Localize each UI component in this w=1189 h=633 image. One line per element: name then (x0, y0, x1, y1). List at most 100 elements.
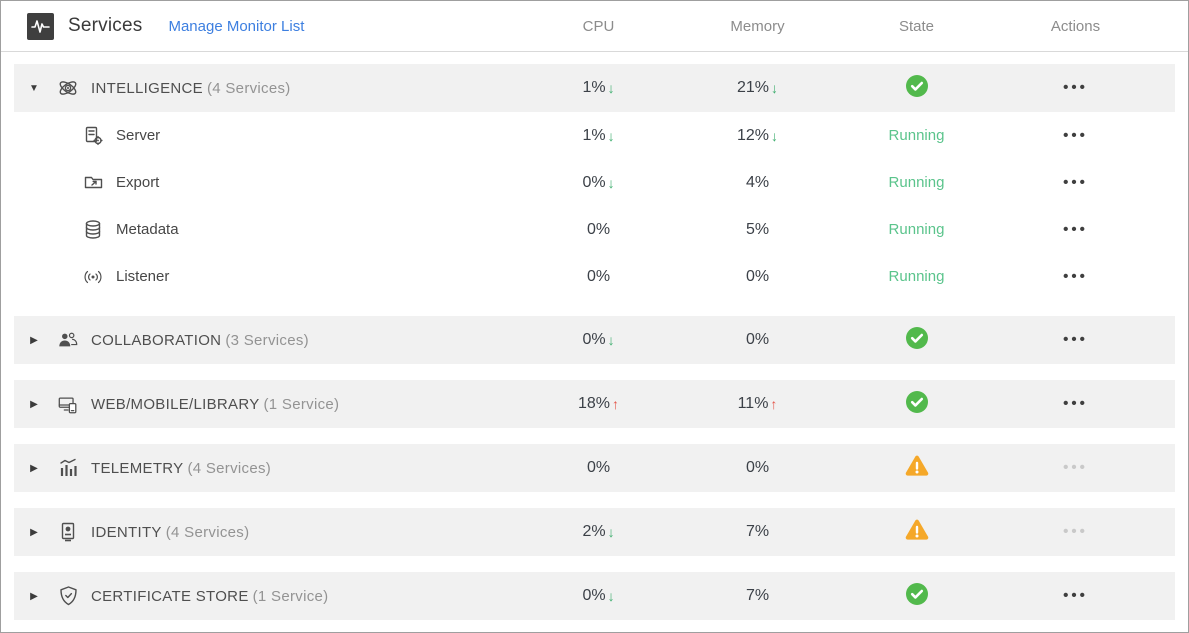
group-label: CERTIFICATE STORE (1 Service) (91, 587, 329, 605)
service-name-cell: Metadata (14, 219, 519, 241)
cpu-cell: 0% ↓ (519, 587, 678, 605)
group-label: IDENTITY (4 Services) (91, 523, 250, 541)
actions-cell: ••• (996, 79, 1155, 97)
service-row-metadata[interactable]: Metadata 0% 5% Running ••• (14, 206, 1175, 253)
cpu-cell: 2% ↓ (519, 523, 678, 541)
expand-chevron-icon[interactable]: ▶ (30, 462, 38, 474)
group-name-cell: ▶ COLLABORATION (3 Services) (14, 329, 519, 351)
memory-cell: 7% (678, 587, 837, 605)
group-count: (1 Service) (263, 395, 340, 413)
header-left: Services Manage Monitor List (14, 12, 519, 40)
state-ok-icon (905, 326, 929, 355)
state-running-label: Running (888, 220, 945, 238)
group-label: INTELLIGENCE (4 Services) (91, 79, 291, 97)
actions-cell: ••• (996, 459, 1155, 477)
column-header-actions: Actions (1050, 17, 1101, 35)
group-row-collaboration[interactable]: ▶ COLLABORATION (3 Services) 0% ↓ 0% ••• (14, 316, 1175, 364)
trend-down-icon: ↓ (771, 127, 779, 144)
service-label: Server (116, 127, 161, 144)
actions-menu-icon[interactable]: ••• (1063, 331, 1088, 348)
group-count: (4 Services) (187, 459, 272, 477)
group-label: TELEMETRY (4 Services) (91, 459, 272, 477)
group-row-identity[interactable]: ▶ IDENTITY (4 Services) 2% ↓ 7% ••• (14, 508, 1175, 556)
actions-menu-icon[interactable]: ••• (1063, 220, 1088, 238)
memory-cell: 0% (678, 331, 837, 349)
group-name-cell: ▶ TELEMETRY (4 Services) (14, 457, 519, 479)
state-cell (837, 326, 996, 355)
cpu-value: 0% (586, 267, 611, 285)
trend-down-icon: ↓ (607, 524, 615, 540)
memory-value: 5% (745, 220, 770, 238)
service-name-cell: Listener (14, 266, 519, 288)
activity-pulse-icon (27, 12, 54, 40)
cpu-cell: 18% ↑ (519, 395, 678, 413)
group-row-certificate-store[interactable]: ▶ CERTIFICATE STORE (1 Service) 0% ↓ 7% ••• (14, 572, 1175, 620)
trend-up-icon: ↑ (612, 396, 620, 412)
group-name-cell: ▶ CERTIFICATE STORE (1 Service) (14, 585, 519, 607)
actions-menu-icon[interactable]: ••• (1063, 79, 1088, 96)
state-ok-icon (905, 582, 929, 611)
expand-chevron-icon[interactable]: ▶ (30, 334, 38, 346)
trend-down-icon: ↓ (607, 174, 615, 191)
memory-cell: 5% (678, 221, 837, 239)
manage-monitor-list-link[interactable]: Manage Monitor List (168, 17, 305, 35)
actions-menu-icon[interactable]: ••• (1063, 395, 1088, 412)
memory-cell: 21% ↓ (678, 79, 837, 97)
trend-down-icon: ↓ (771, 80, 779, 96)
state-cell (837, 518, 996, 547)
group-label: COLLABORATION (3 Services) (91, 331, 309, 349)
id-card-icon (57, 521, 79, 543)
state-cell: Running (837, 174, 996, 192)
state-running-label: Running (888, 173, 945, 191)
actions-menu-icon[interactable]: ••• (1063, 267, 1088, 285)
column-header-state: State (898, 17, 935, 35)
export-folder-icon (82, 172, 104, 194)
actions-menu-icon[interactable]: ••• (1063, 587, 1088, 604)
group-count: (4 Services) (165, 523, 250, 541)
panel-header: Services Manage Monitor List CPU Memory … (1, 1, 1188, 52)
group-row-intelligence[interactable]: ▼ INTELLIGENCE (4 Services) 1% ↓ 21% ↓ ••• (14, 64, 1175, 112)
service-row-listener[interactable]: Listener 0% 0% Running ••• (14, 253, 1175, 300)
memory-value: 4% (745, 173, 770, 191)
group-name-cell: ▶ WEB/MOBILE/LIBRARY (1 Service) (14, 393, 519, 415)
memory-value: 0% (745, 267, 770, 285)
devices-icon (57, 393, 79, 415)
expand-chevron-icon[interactable]: ▶ (30, 526, 38, 538)
group-label: WEB/MOBILE/LIBRARY (1 Service) (91, 395, 340, 413)
expand-chevron-icon[interactable]: ▶ (30, 590, 38, 602)
memory-value: 12% (736, 126, 770, 144)
service-row-server[interactable]: Server 1% ↓ 12% ↓ Running ••• (14, 112, 1175, 159)
state-running-label: Running (888, 267, 945, 285)
memory-value: 7% (745, 523, 770, 540)
service-label: Metadata (116, 221, 179, 238)
memory-cell: 12% ↓ (678, 127, 837, 145)
actions-cell: ••• (996, 174, 1155, 192)
memory-value: 21% (736, 79, 770, 96)
expand-chevron-icon[interactable]: ▶ (30, 398, 38, 410)
service-name-cell: Export (14, 172, 519, 194)
group-section-identity: ▶ IDENTITY (4 Services) 2% ↓ 7% ••• (14, 508, 1175, 556)
cpu-value: 2% (582, 523, 606, 540)
group-row-telemetry[interactable]: ▶ TELEMETRY (4 Services) 0% 0% ••• (14, 444, 1175, 492)
actions-menu-icon[interactable]: ••• (1063, 173, 1088, 191)
group-section-collaboration: ▶ COLLABORATION (3 Services) 0% ↓ 0% ••• (14, 316, 1175, 364)
state-cell: Running (837, 268, 996, 286)
people-icon (57, 329, 79, 351)
group-row-web-mobile-library[interactable]: ▶ WEB/MOBILE/LIBRARY (1 Service) 18% ↑ 11% ↑ ••… (14, 380, 1175, 428)
group-name-cell: ▶ IDENTITY (4 Services) (14, 521, 519, 543)
bar-chart-icon (57, 457, 79, 479)
server-gear-icon (82, 125, 104, 147)
state-cell (837, 74, 996, 103)
collapse-chevron-icon[interactable]: ▼ (29, 82, 39, 94)
actions-menu-icon[interactable]: ••• (1063, 126, 1088, 144)
actions-menu-icon: ••• (1063, 459, 1088, 476)
cpu-value: 0% (582, 331, 606, 348)
state-ok-icon (905, 74, 929, 103)
service-row-export[interactable]: Export 0% ↓ 4% Running ••• (14, 159, 1175, 206)
memory-cell: 11% ↑ (678, 395, 837, 413)
memory-value: 0% (745, 331, 770, 348)
service-name-cell: Server (14, 125, 519, 147)
actions-cell: ••• (996, 587, 1155, 605)
state-warning-icon (904, 518, 930, 547)
cpu-cell: 0% (519, 221, 678, 239)
